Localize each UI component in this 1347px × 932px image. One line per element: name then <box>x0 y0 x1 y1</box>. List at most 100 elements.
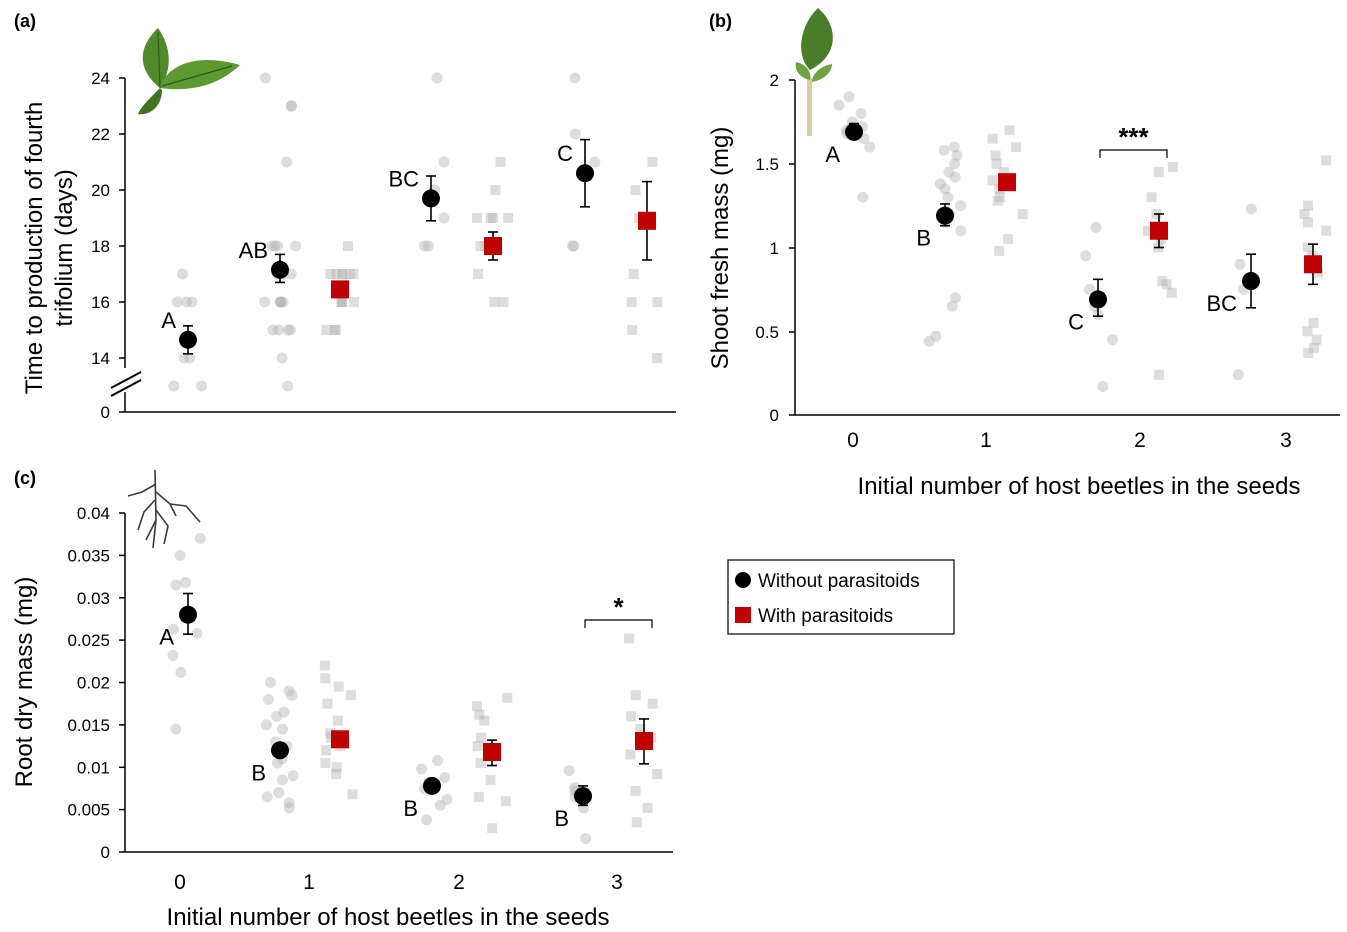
y-tick-label: 0.04 <box>77 504 110 523</box>
raw-data-point <box>955 225 967 237</box>
raw-data-point <box>942 191 954 203</box>
axes-b: 0 0.5 1 1.5 2 0 1 2 3 Shoot fresh mass (… <box>707 71 1340 500</box>
raw-data-point <box>337 297 348 307</box>
raw-data-point <box>194 532 206 544</box>
raw-data-point <box>1166 287 1177 298</box>
raw-data-point <box>416 763 428 775</box>
raw-data-point <box>630 785 641 796</box>
raw-data-point <box>1142 225 1153 236</box>
significance-stars: * <box>613 592 624 622</box>
raw-data-point <box>418 240 430 252</box>
raw-data-point <box>342 241 353 251</box>
raw-data-point <box>171 296 183 308</box>
mean-marker-without <box>936 206 954 225</box>
raw-data-point <box>1004 125 1015 136</box>
raw-data-point <box>1157 276 1168 286</box>
raw-data-point <box>282 380 294 392</box>
mean-marker-without <box>845 122 863 141</box>
raw-data-point <box>1097 381 1109 393</box>
raw-data-point <box>939 183 951 195</box>
y-tick-label: 18 <box>91 237 110 256</box>
raw-data-point <box>438 156 450 168</box>
raw-data-point <box>431 72 443 84</box>
y-tick-marks-c <box>119 512 125 853</box>
raw-data-point <box>332 715 343 726</box>
axis-break <box>110 371 142 397</box>
raw-data-point <box>569 128 581 140</box>
raw-data-point <box>487 213 498 223</box>
raw-data-point <box>502 692 513 703</box>
panel-b: (b) 0 0.5 1 1.5 2 0 1 2 <box>707 8 1340 500</box>
raw-data-point <box>943 166 955 178</box>
significance-bracket <box>1099 149 1168 158</box>
raw-data-point <box>1003 234 1014 245</box>
raw-data-point <box>472 213 483 223</box>
raw-data-point <box>580 832 592 844</box>
raw-data-point <box>474 709 485 720</box>
raw-data-point <box>1161 279 1172 290</box>
raw-data-point <box>348 269 359 279</box>
raw-data-point <box>995 192 1006 203</box>
raw-data-point <box>652 297 663 307</box>
raw-data-point <box>177 268 189 280</box>
raw-data-point <box>285 100 297 112</box>
significance-bracket <box>584 619 653 628</box>
raw-data-point <box>290 240 302 252</box>
raw-data-point <box>652 353 663 363</box>
raw-data-point <box>998 167 1009 178</box>
raw-data-point <box>322 698 333 709</box>
raw-data-point <box>174 549 186 561</box>
raw-data-point <box>175 666 187 678</box>
raw-data-point <box>260 719 272 731</box>
raw-data-point <box>652 769 663 780</box>
raw-data-point <box>267 324 279 336</box>
mean-marker-with <box>1304 255 1322 274</box>
x-tick-label: 1 <box>980 429 992 452</box>
mean-marker-without <box>179 330 197 349</box>
raw-data-point <box>325 728 336 739</box>
raw-data-point <box>475 758 486 769</box>
raw-data-point <box>628 269 639 279</box>
panel-c: (c) 0 0. <box>11 468 673 931</box>
significance-letter: BC <box>388 166 419 191</box>
marks-b: ABC***BC <box>825 91 1332 393</box>
raw-data-point <box>286 689 298 701</box>
panel-label-a: (a) <box>14 11 36 31</box>
raw-data-point <box>434 799 446 811</box>
mean-marker-with <box>635 731 653 750</box>
raw-data-point <box>167 623 179 635</box>
raw-data-point <box>485 213 496 223</box>
raw-data-point <box>487 823 498 834</box>
raw-data-point <box>167 649 179 661</box>
raw-data-point <box>951 149 963 161</box>
mean-marker-with <box>638 211 656 230</box>
raw-data-point <box>994 245 1005 256</box>
raw-data-point <box>647 698 658 709</box>
legend-label-with: With parasitoids <box>758 606 893 627</box>
raw-data-point <box>432 754 444 766</box>
x-tick-label: 2 <box>1134 429 1146 452</box>
raw-data-point <box>955 200 967 212</box>
legend-marker-with <box>735 607 751 623</box>
raw-data-point <box>1303 200 1314 211</box>
legend-marker-without <box>735 572 751 588</box>
raw-data-point <box>567 240 579 252</box>
raw-data-point <box>337 297 348 307</box>
y-tick-label: 0 <box>101 843 110 862</box>
raw-data-point <box>1080 250 1092 262</box>
raw-data-point <box>287 770 299 782</box>
raw-data-point <box>473 269 484 279</box>
raw-data-point <box>1302 242 1313 253</box>
raw-data-point <box>949 158 961 170</box>
raw-data-point <box>1154 369 1165 380</box>
raw-data-point <box>479 715 490 726</box>
y-tick-marks-b <box>789 79 795 416</box>
legend: Without parasitoids With parasitoids <box>727 559 955 635</box>
raw-data-point <box>938 144 950 156</box>
axes-c: 0 0.005 0.01 0.015 0.02 0.025 0.03 0.035… <box>11 504 673 931</box>
raw-data-point <box>627 325 638 335</box>
raw-data-point <box>170 723 182 735</box>
raw-data-point <box>330 325 341 335</box>
significance-stars: *** <box>1118 122 1149 152</box>
